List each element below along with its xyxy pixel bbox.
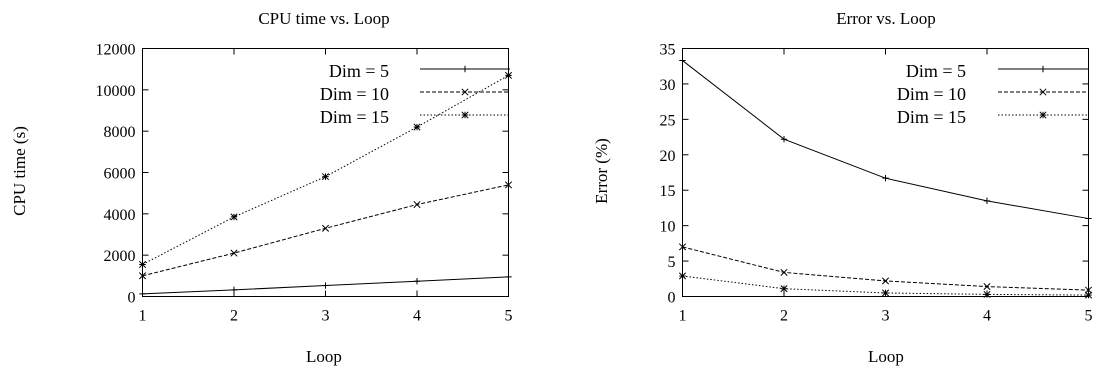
data-point	[138, 260, 147, 269]
data-point	[413, 200, 421, 209]
x-tick-label: 5	[1085, 308, 1093, 325]
cpu-time-chart: CPU time vs. Loop Loop CPU time (s) 1 2 3 4…	[10, 9, 513, 366]
legend-marker	[1039, 111, 1047, 119]
data-point	[322, 282, 329, 289]
data-point	[321, 173, 330, 181]
data-point	[983, 290, 991, 298]
data-point	[413, 123, 421, 131]
series-line-dim-10	[682, 246, 1089, 291]
legend-label-dim-10: Dim = 10	[320, 84, 389, 104]
data-point	[780, 285, 788, 293]
chart-title: Error vs. Loop	[836, 9, 936, 28]
x-axis-label: Loop	[868, 347, 904, 366]
x-tick-label: 5	[505, 308, 513, 325]
x-tick-label: 2	[780, 308, 788, 325]
series-layer	[678, 57, 1093, 299]
data-point	[679, 57, 686, 64]
x-tick-label: 1	[139, 308, 147, 325]
error-chart: Error vs. Loop Loop Error (%) 1 2 3 4 505101…	[592, 9, 1093, 366]
x-tick-label: 3	[322, 308, 330, 325]
axis-ticks: 1 2 3 4 5 0 2000 4000 6000 8000 10000 12000	[96, 42, 513, 325]
y-axis-label: CPU time (s)	[10, 126, 29, 216]
y-tick-label: 2000	[104, 248, 136, 265]
x-tick-label: 4	[983, 308, 991, 325]
y-tick-label: 30	[660, 77, 676, 94]
data-point	[138, 272, 147, 280]
data-point	[504, 71, 513, 79]
legend-marker	[461, 65, 469, 73]
y-tick-label: 35	[660, 42, 676, 59]
data-point	[230, 213, 238, 221]
y-tick-label: 10000	[96, 83, 136, 100]
data-point	[780, 268, 788, 276]
y-tick-label: 20	[660, 148, 676, 165]
data-point	[139, 290, 146, 298]
legend-label-dim-10: Dim = 10	[897, 84, 966, 104]
legend-label-dim-15: Dim = 15	[320, 107, 389, 127]
y-tick-label: 10	[660, 219, 676, 236]
data-point	[780, 135, 788, 143]
x-tick-label: 4	[413, 308, 421, 325]
legend-label-dim-15: Dim = 15	[897, 107, 966, 127]
plot-frame	[682, 48, 1089, 297]
y-tick-label: 6000	[104, 166, 136, 183]
y-tick-label: 4000	[104, 207, 136, 224]
data-point	[882, 174, 889, 182]
series-line-dim-5	[682, 60, 1089, 220]
legend-label-dim-5: Dim = 5	[906, 61, 966, 81]
x-tick-label: 2	[230, 308, 238, 325]
series-line-dim-10	[142, 184, 509, 277]
data-point	[1085, 215, 1092, 222]
data-point	[321, 224, 330, 232]
data-point	[983, 197, 991, 205]
legend-marker	[461, 111, 469, 119]
data-point	[505, 273, 512, 281]
data-point	[678, 243, 687, 251]
legend-marker	[461, 88, 469, 96]
legend: Dim = 5 Dim = 10 Dim = 15	[897, 61, 1088, 127]
data-point	[1084, 291, 1093, 299]
data-point	[504, 181, 513, 189]
legend: Dim = 5 Dim = 10 Dim = 15	[320, 61, 510, 127]
y-tick-label: 12000	[96, 42, 136, 59]
data-point	[230, 286, 238, 294]
data-point	[678, 272, 687, 280]
chart-title: CPU time vs. Loop	[258, 9, 389, 28]
series-layer	[138, 71, 513, 298]
x-tick-label: 3	[882, 308, 890, 325]
data-point	[881, 289, 890, 297]
y-axis-label: Error (%)	[592, 138, 611, 204]
data-point	[881, 277, 890, 285]
data-point	[413, 278, 421, 285]
y-tick-label: 25	[660, 112, 676, 129]
y-tick-label: 15	[660, 183, 676, 200]
y-tick-label: 0	[128, 290, 136, 307]
legend-marker	[1039, 88, 1047, 96]
y-tick-label: 0	[668, 290, 676, 307]
x-tick-label: 1	[679, 308, 687, 325]
legend-label-dim-5: Dim = 5	[329, 61, 389, 81]
y-tick-label: 8000	[104, 124, 136, 141]
data-point	[983, 283, 991, 291]
y-tick-label: 5	[668, 254, 676, 271]
axis-ticks: 1 2 3 4 5 0 5 10 15 20 25 30 35	[660, 42, 1093, 325]
x-axis-label: Loop	[306, 347, 342, 366]
legend-marker	[1039, 65, 1047, 73]
data-point	[230, 249, 238, 257]
